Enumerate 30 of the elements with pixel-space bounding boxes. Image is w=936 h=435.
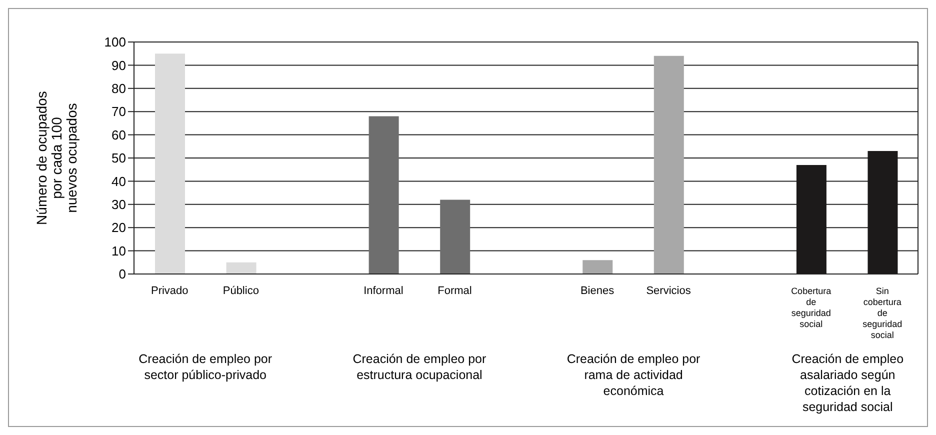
y-axis-title: Número de ocupados por cada 100 nuevos ocupados — [34, 91, 80, 225]
x-tick-label: Informal — [364, 285, 404, 297]
y-tick-label: 30 — [112, 197, 126, 212]
y-tick-label: 50 — [112, 150, 126, 166]
x-tick-label: Bienes — [580, 285, 615, 297]
y-tick-label: 100 — [104, 34, 126, 50]
x-tick-label: Público — [222, 285, 259, 297]
x-tick-label: Formal — [438, 285, 472, 297]
text: Creación de empleo asalariado según cotización en la seguridad social — [790, 351, 905, 415]
y-tick-label: 60 — [112, 127, 126, 142]
text: Creación de empleo por rama de actividad económica — [566, 351, 702, 399]
text: Creación de empleo por sector público-privado — [138, 351, 274, 383]
y-tick-label: 90 — [112, 58, 126, 73]
y-tick-label: 20 — [112, 220, 126, 236]
y-tick-label: 70 — [112, 104, 126, 120]
x-tick-label: Cobertura de seguridad social — [791, 286, 832, 329]
bar — [440, 200, 470, 274]
bar — [155, 54, 185, 274]
bar — [582, 260, 613, 274]
bar — [226, 262, 256, 274]
x-tick-label: Servicios — [646, 285, 692, 297]
y-tick-label: 40 — [112, 174, 126, 189]
x-tick-label: Privado — [150, 285, 188, 297]
bar — [368, 116, 399, 274]
y-tick-label: 10 — [112, 243, 126, 258]
text: Creación de empleo por estructura ocupacional — [352, 351, 488, 383]
y-tick-label: 0 — [118, 266, 126, 282]
bar — [654, 56, 684, 274]
y-tick-label: 80 — [112, 81, 126, 96]
x-tick-label: Sin cobertura de seguridad social — [862, 286, 902, 340]
